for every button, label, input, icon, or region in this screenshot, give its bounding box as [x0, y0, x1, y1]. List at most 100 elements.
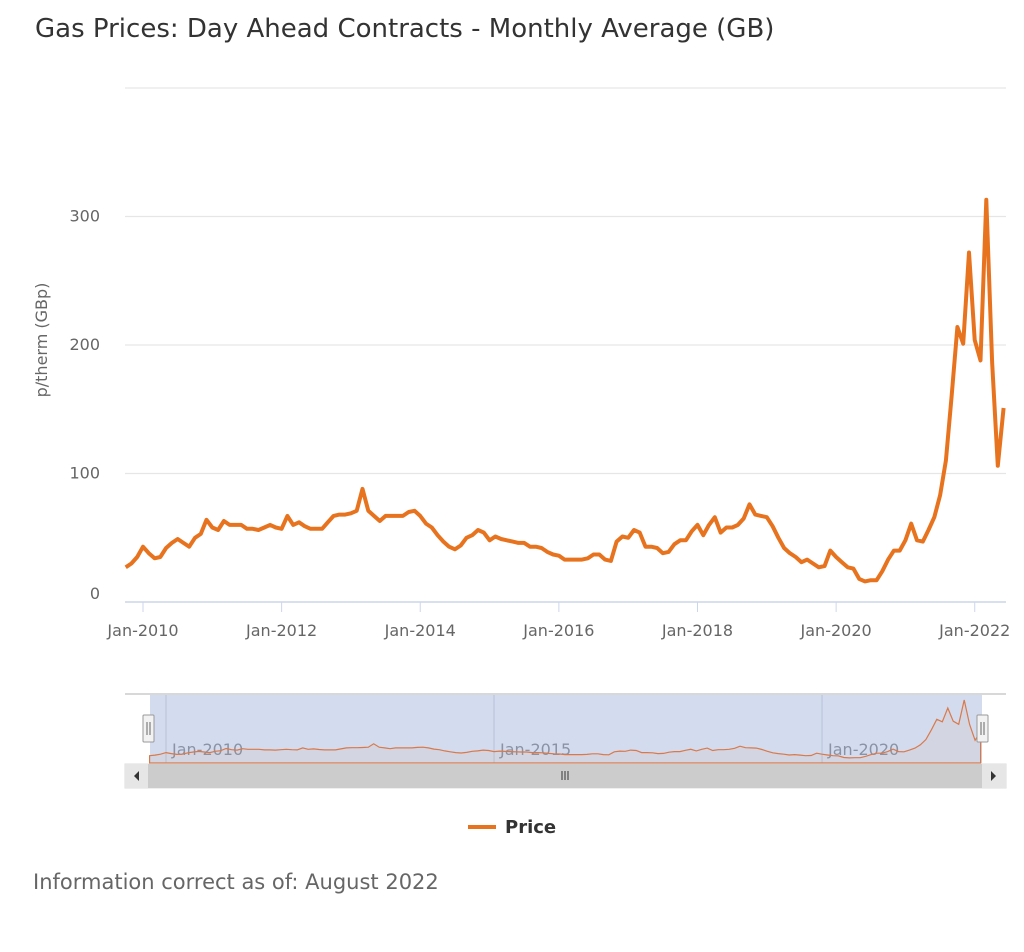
data-point[interactable]: [562, 557, 568, 563]
data-point[interactable]: [648, 544, 654, 550]
data-point[interactable]: [770, 523, 776, 529]
data-point[interactable]: [839, 559, 845, 565]
data-point[interactable]: [631, 527, 637, 533]
data-point[interactable]: [643, 544, 649, 550]
data-point[interactable]: [591, 551, 597, 557]
data-point[interactable]: [926, 527, 932, 533]
data-point[interactable]: [689, 528, 695, 534]
data-point[interactable]: [920, 539, 926, 545]
data-point[interactable]: [718, 530, 724, 536]
data-point[interactable]: [279, 526, 285, 532]
data-point[interactable]: [336, 512, 342, 518]
data-point[interactable]: [123, 564, 129, 570]
data-point[interactable]: [775, 535, 781, 541]
data-point[interactable]: [931, 514, 937, 520]
data-point[interactable]: [943, 458, 949, 464]
data-point[interactable]: [186, 544, 192, 550]
data-point[interactable]: [452, 546, 458, 552]
data-point[interactable]: [435, 532, 441, 538]
data-point[interactable]: [787, 550, 793, 556]
data-point[interactable]: [313, 526, 319, 532]
data-point[interactable]: [966, 249, 972, 255]
data-point[interactable]: [492, 533, 498, 539]
data-point[interactable]: [221, 518, 227, 524]
data-point[interactable]: [515, 540, 521, 546]
data-point[interactable]: [579, 557, 585, 563]
data-point[interactable]: [856, 576, 862, 582]
data-point[interactable]: [567, 557, 573, 563]
data-point[interactable]: [423, 521, 429, 527]
data-point[interactable]: [209, 524, 215, 530]
data-point[interactable]: [660, 550, 666, 556]
data-point[interactable]: [550, 551, 556, 557]
data-point[interactable]: [365, 508, 371, 514]
data-point[interactable]: [723, 524, 729, 530]
data-point[interactable]: [267, 522, 273, 528]
data-point[interactable]: [654, 545, 660, 551]
data-point[interactable]: [244, 526, 250, 532]
data-point[interactable]: [481, 530, 487, 536]
data-point[interactable]: [700, 532, 706, 538]
data-point[interactable]: [215, 527, 221, 533]
navigator-selection-mask[interactable]: [150, 695, 982, 763]
data-point[interactable]: [810, 560, 816, 566]
data-point[interactable]: [619, 533, 625, 539]
data-point[interactable]: [388, 513, 394, 519]
data-point[interactable]: [400, 513, 406, 519]
data-point[interactable]: [585, 555, 591, 561]
data-point[interactable]: [527, 544, 533, 550]
data-point[interactable]: [879, 568, 885, 574]
data-point[interactable]: [989, 359, 995, 365]
data-point[interactable]: [463, 535, 469, 541]
data-point[interactable]: [232, 522, 238, 528]
data-point[interactable]: [614, 539, 620, 545]
data-point[interactable]: [458, 542, 464, 548]
data-point[interactable]: [383, 513, 389, 519]
data-point[interactable]: [377, 518, 383, 524]
data-point[interactable]: [440, 539, 446, 545]
data-point[interactable]: [146, 550, 152, 556]
data-point[interactable]: [706, 522, 712, 528]
data-point[interactable]: [544, 549, 550, 555]
data-point[interactable]: [238, 522, 244, 528]
data-point[interactable]: [342, 512, 348, 518]
data-point[interactable]: [694, 522, 700, 528]
data-point[interactable]: [475, 527, 481, 533]
data-point[interactable]: [198, 531, 204, 537]
data-point[interactable]: [746, 501, 752, 507]
data-point[interactable]: [752, 512, 758, 518]
data-point[interactable]: [204, 517, 210, 523]
data-point[interactable]: [256, 527, 262, 533]
data-point[interactable]: [741, 515, 747, 521]
data-point[interactable]: [348, 510, 354, 516]
data-point[interactable]: [331, 513, 337, 519]
data-point[interactable]: [666, 549, 672, 555]
data-point[interactable]: [781, 545, 787, 551]
data-point[interactable]: [134, 554, 140, 560]
data-point[interactable]: [816, 564, 822, 570]
data-point[interactable]: [469, 532, 475, 538]
data-point[interactable]: [446, 544, 452, 550]
data-point[interactable]: [602, 557, 608, 563]
data-point[interactable]: [885, 557, 891, 563]
data-point[interactable]: [995, 463, 1001, 469]
legend-item-price[interactable]: Price: [468, 817, 556, 838]
data-point[interactable]: [949, 393, 955, 399]
data-point[interactable]: [521, 540, 527, 546]
scroll-right-arrow-button[interactable]: [982, 764, 1006, 788]
data-point[interactable]: [417, 513, 423, 519]
data-point[interactable]: [539, 545, 545, 551]
data-point[interactable]: [862, 578, 868, 584]
data-point[interactable]: [608, 558, 614, 564]
data-point[interactable]: [192, 535, 198, 541]
data-point[interactable]: [169, 540, 175, 546]
data-point[interactable]: [573, 557, 579, 563]
data-point[interactable]: [163, 545, 169, 551]
data-point[interactable]: [284, 513, 290, 519]
data-point[interactable]: [868, 577, 874, 583]
data-point[interactable]: [498, 536, 504, 542]
data-point[interactable]: [128, 560, 134, 566]
data-point[interactable]: [487, 537, 493, 543]
data-point[interactable]: [157, 554, 163, 560]
data-point[interactable]: [510, 539, 516, 545]
